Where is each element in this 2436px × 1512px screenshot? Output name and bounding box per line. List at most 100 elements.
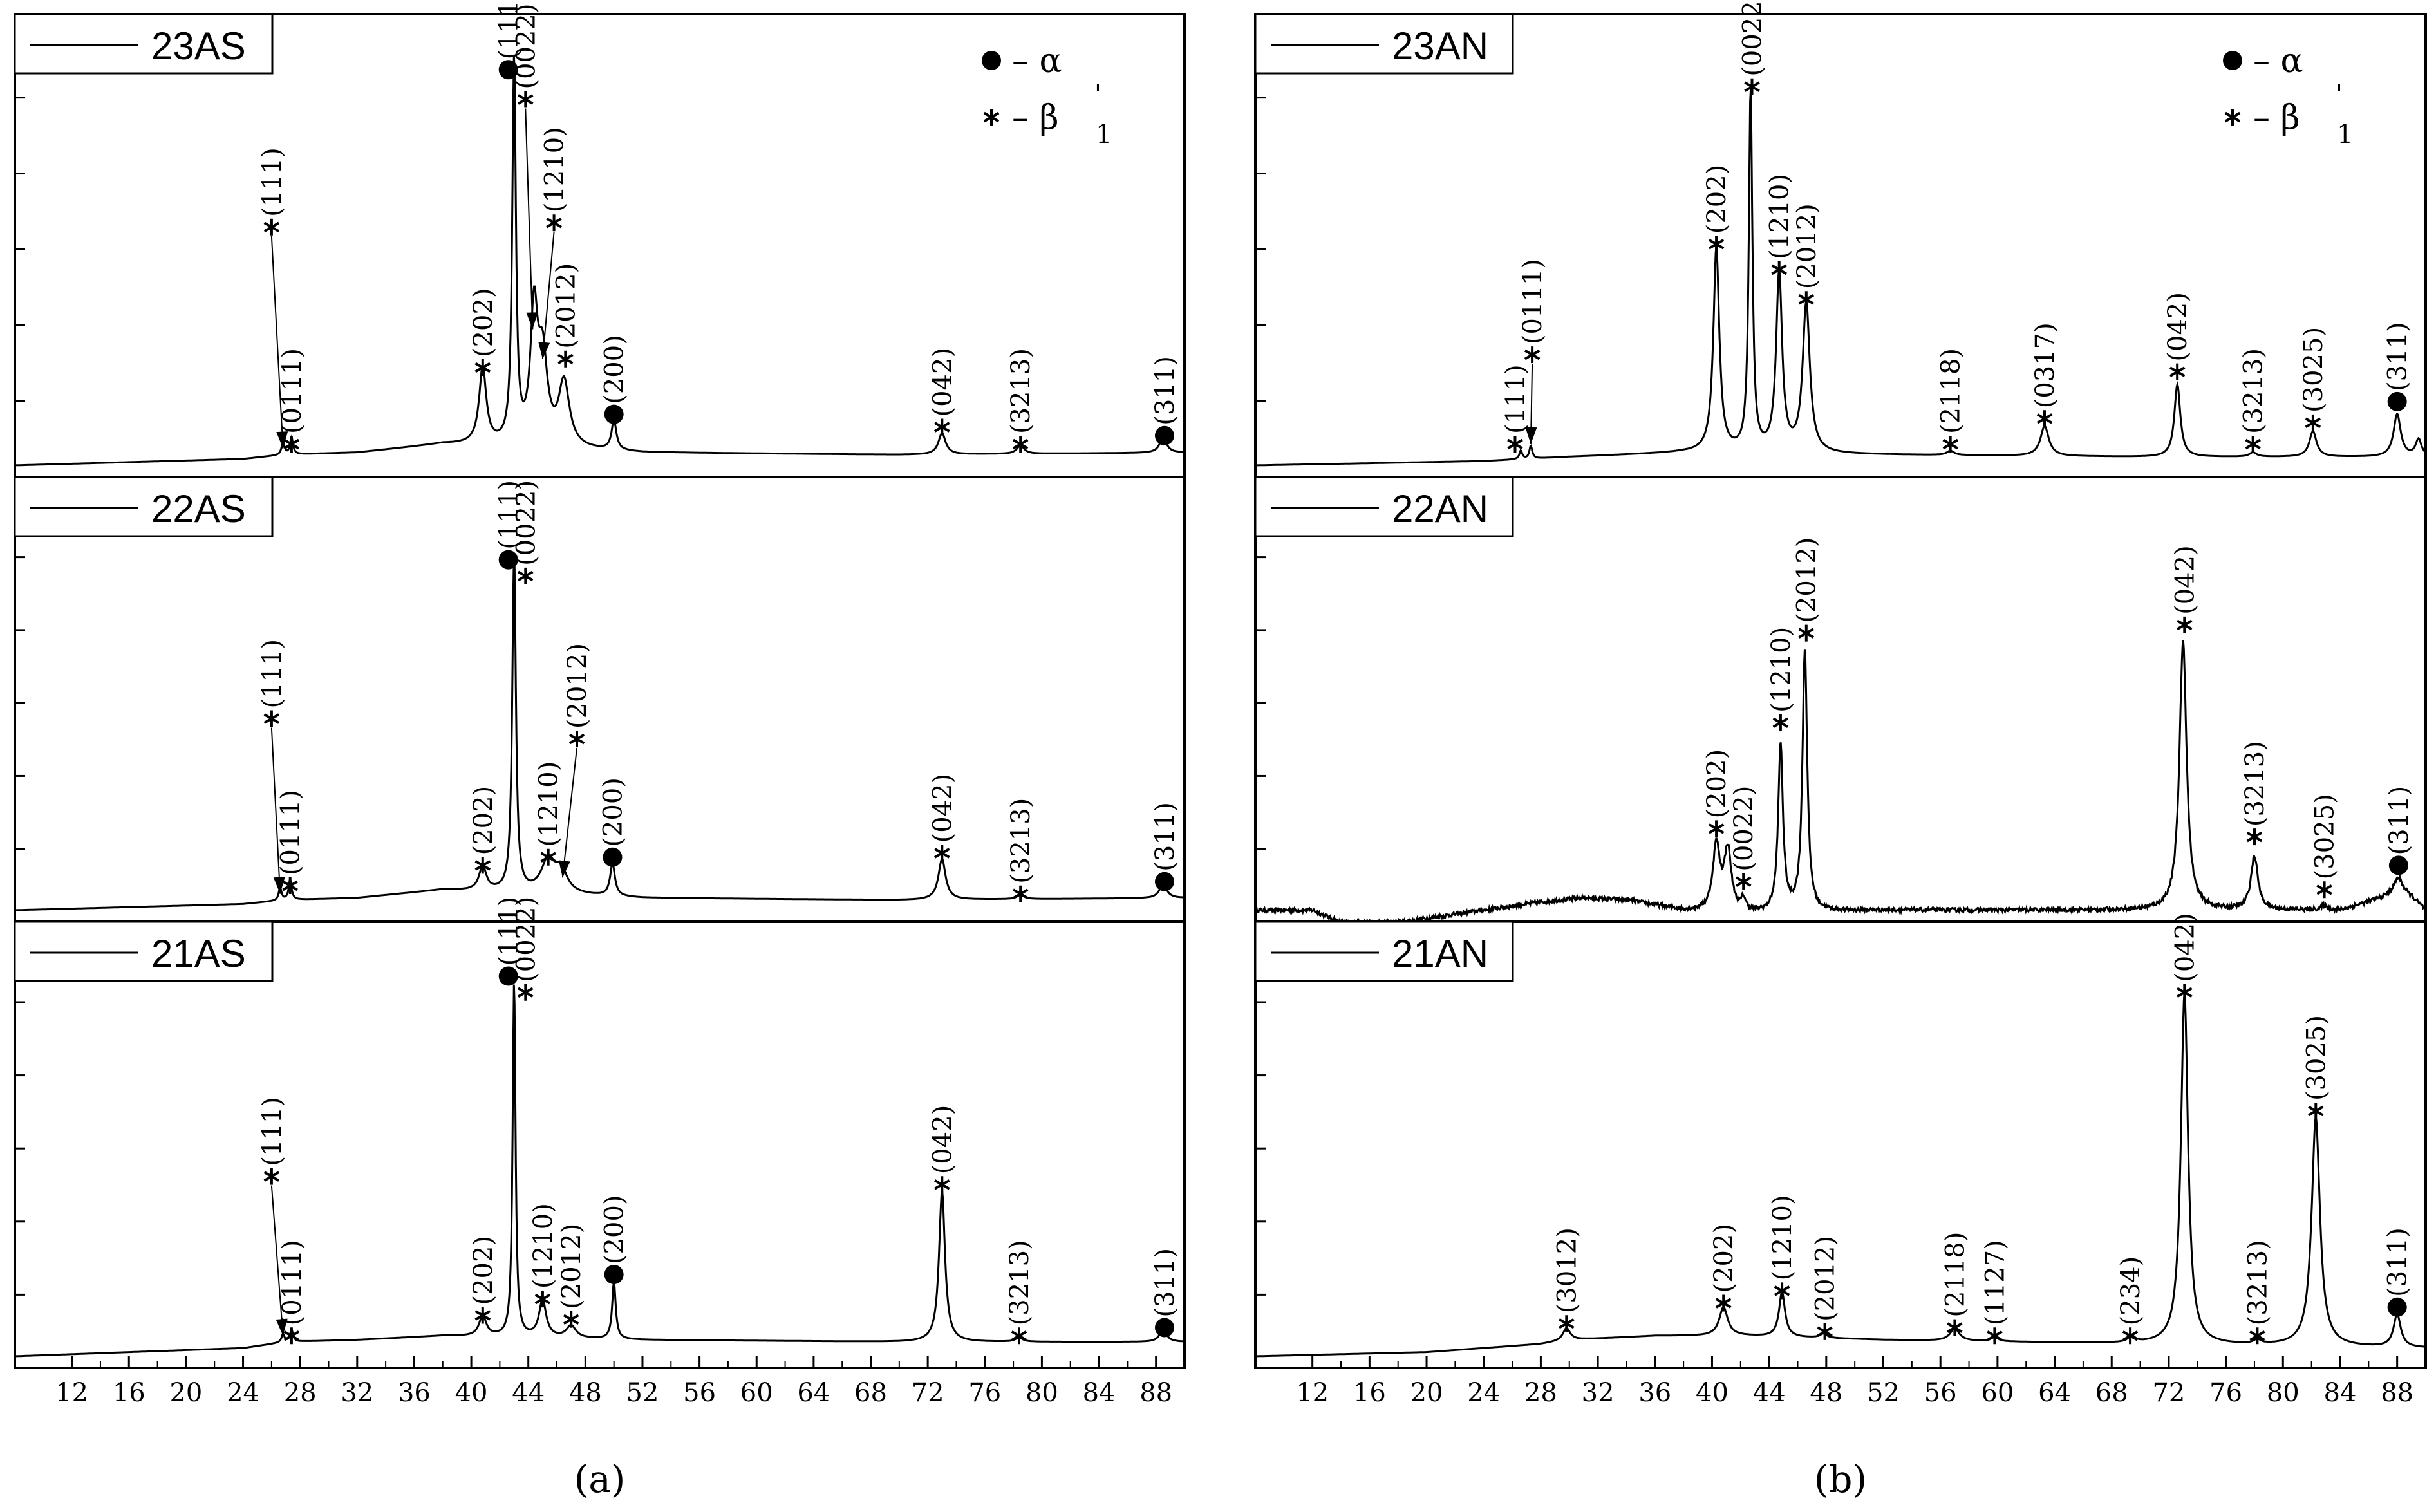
figure-b-panel-23an-peak-label-3: (0022)	[1738, 0, 1768, 77]
figure-a-panel-21as-peak-label-0-arrow	[270, 1185, 284, 1336]
figure-a-panel-23as-peak-label-5: (1210)	[540, 127, 570, 212]
figure-a-x-tick-label: 32	[341, 1378, 373, 1408]
figure-a-panel-21as-peak-label-0: (111)	[258, 1097, 287, 1166]
figure-a-panel-23as-peak-label-10-dot	[1154, 425, 1174, 445]
figure-a-panel-23as-peak-label-0-arrow-head	[276, 431, 288, 449]
figure-a-x-tick-label: 16	[113, 1378, 145, 1408]
figure-b-panel-21an-peak-label-4: (2118)	[1940, 1232, 1970, 1318]
figure-b-x-tick-label: 44	[1753, 1378, 1786, 1408]
figure-b-x-tick-label: 16	[1353, 1378, 1386, 1408]
figure-b-panel-23an-peak-label-5-star	[1798, 291, 1815, 308]
figure-a-panel-21as-peak-label-2: (202)	[469, 1236, 498, 1305]
figure-a-x-tick-label: 72	[912, 1378, 944, 1408]
figure-a-panel-23as-spectrum-line	[15, 55, 1185, 467]
figure-b-key-alpha-label: – α	[2253, 42, 2303, 80]
figure-b-panel-21an-peak-label-7-star	[2177, 984, 2193, 1001]
figure-b-panel-21an-peak-label-8: (3213)	[2243, 1240, 2272, 1325]
figure-a-key-alpha-label: – α	[1012, 42, 1062, 80]
figure-a-panel-21as-peak-label-6: (2012)	[557, 1224, 586, 1309]
figure-a-panel-23as-legend-label: 23AS	[151, 24, 246, 68]
figure-b-panel-23an-peak-label-5: (2012)	[1792, 203, 1822, 289]
figure-a-panel-23as-peak-label-4-arrow-head	[526, 312, 538, 330]
figure-a-panel-21as-peak-label-10-dot	[1154, 1318, 1174, 1338]
figure-a-x-tick-label: 40	[455, 1378, 488, 1408]
figure-a-panel-21as-peak-label-0-arrow-head	[276, 1318, 288, 1336]
figure-a-panel-23as-peak-label-4-star	[517, 91, 534, 108]
figure-b-panel-21an-peak-label-10-dot	[2387, 1297, 2407, 1317]
figure-a-panel-21as-legend: 21AS	[14, 920, 274, 982]
figure-b-key-alpha-dot	[2223, 51, 2242, 70]
figure-a-panel-21as-peak-label-10: (311)	[1150, 1248, 1180, 1318]
figure-b-panel-21an-peak-label-5-star	[1987, 1327, 2003, 1345]
figure-a-panel-23as-peak-label-10: (311)	[1150, 356, 1180, 425]
figure-a-panel-21as-peak-label-6-star	[563, 1311, 579, 1328]
figure-a-panel-22as-spectrum-line	[14, 554, 1185, 911]
figure-a-panel-21as-peak-label-9-star	[1011, 1327, 1027, 1345]
figure-b-panel-23an-peak-label-2: (202)	[1702, 165, 1732, 234]
figure-a-panel-23as-peak-label-7-dot	[604, 404, 624, 424]
figure-a-panel-23as-peak-label-6: (2012)	[551, 263, 581, 349]
figure-a-panel-23as-legend: 23AS	[14, 13, 274, 75]
figure-a-panel-21as-peak-label-1-star	[283, 1327, 300, 1345]
figure-b-panel-21an-legend-label: 21AN	[1392, 932, 1488, 975]
figure-a-x-tick-label: 76	[968, 1378, 1001, 1408]
figure-b-panel-21an-peak-label-2: (1210)	[1768, 1195, 1797, 1280]
figure-a-panel-23as-peak-label-8: (042)	[928, 348, 957, 417]
figure-a-x-tick-label: 44	[512, 1378, 545, 1408]
figure-b-panel-22an-peak-label-0-star	[1708, 820, 1725, 837]
figure-a-x-tick-label: 64	[797, 1378, 830, 1408]
figure-a-x-tick-label: 68	[854, 1378, 887, 1408]
figure-b-x-tick-label: 60	[1981, 1378, 2014, 1408]
figure-b-panel-21an-peak-label-6: (234)	[2116, 1256, 2146, 1326]
figure-b-panel-22an-peak-label-7: (311)	[2384, 786, 2414, 855]
figure-b-panel-22an-peak-label-3-star	[1798, 624, 1815, 642]
figure-a-panel-23as-peak-label-8-star	[934, 418, 950, 436]
figure-b-x-tick-label: 72	[2152, 1378, 2185, 1408]
figure-a-panel-21as-peak-label-5-star	[534, 1291, 551, 1308]
figure-a-panel-23as-peak-label-2: (202)	[469, 288, 498, 357]
figure-a-panel-23as-peak-label-3-dot	[498, 60, 518, 80]
figure-b-panel-22an-peak-label-6: (3025)	[2310, 794, 2340, 879]
figure-a-panel-22as-peak-label-4-star	[517, 567, 534, 584]
figure-b-panel-22an-peak-label-7-dot	[2388, 855, 2408, 875]
figure-a-x-tick-label: 36	[398, 1378, 431, 1408]
figure-a-x-tick-label: 12	[55, 1378, 88, 1408]
figure-a-panel-23as-peak-label-3: (111)	[494, 0, 524, 59]
figure-a-panel-22as-peak-label-0: (111)	[258, 639, 287, 709]
figure-b-panel-21an-peak-label-3: (2012)	[1811, 1236, 1841, 1321]
figure-b-panel-21an-peak-label-0-star	[1559, 1315, 1575, 1332]
figure-a-panel-22as-peak-label-4: (0022)	[511, 480, 541, 566]
figure-b-panel-23an-peak-label-1-star	[1524, 346, 1541, 364]
figure-b-panel-21an-peak-label-8-star	[2249, 1327, 2265, 1345]
figure-b-panel-21an-peak-label-7: (042)	[2170, 913, 2200, 982]
figure-b-panel-23an-spectrum-line	[1255, 88, 2427, 467]
figure-b-panel-22an-peak-label-6-star	[2316, 881, 2332, 899]
figure-b-panel-22an-peak-label-1-star	[1735, 873, 1752, 890]
figure-b-panel-21an-peak-label-1: (202)	[1709, 1224, 1739, 1293]
figure-b-x-tick-label: 56	[1924, 1378, 1957, 1408]
figure-a-panel-21as-peak-label-4-star	[517, 984, 534, 1001]
figure-b-panel-23an-peak-label-9: (3213)	[2239, 348, 2269, 434]
figure-b-panel-21an-peak-label-6-star	[2122, 1327, 2139, 1345]
figure-a-panel-22as-legend: 22AS	[14, 476, 274, 537]
figure-a-panel-23as-peak-label-0: (111)	[258, 147, 287, 217]
figure-b-panel-22an-peak-label-2-star	[1772, 714, 1789, 731]
figure-a-x-tick-label: 20	[169, 1378, 202, 1408]
figure-b-panel-23an-peak-label-11-dot	[2387, 391, 2407, 411]
figure-a-key-beta-sub: 1	[1096, 120, 1112, 149]
figure-b-x-tick-label: 12	[1296, 1378, 1329, 1408]
figure-a-panel-22as-peak-label-0-arrow-head	[273, 877, 285, 894]
figure-a-panel-21as-peak-label-7-dot	[604, 1265, 624, 1284]
figure-b-panel-23an-legend-box	[1254, 13, 1514, 75]
figure-b-x-tick-label: 40	[1696, 1378, 1729, 1408]
figure-b-panel-23an-peak-label-6-star	[1942, 436, 1959, 453]
figure-a-panel-22as-peak-label-10-dot	[1154, 872, 1174, 891]
figure-a-panel-21as-frame	[14, 920, 1186, 1369]
figure-a-x-tick-label: 52	[626, 1378, 659, 1408]
figure-a-panel-22as-peak-label-7: (200)	[598, 778, 628, 847]
figure-b-panel-23an-peak-label-0-star	[1507, 436, 1523, 453]
figure-b-panel-21an-peak-label-9-star	[2307, 1103, 2324, 1119]
figure-a-panel-21as-peak-label-8: (042)	[928, 1105, 957, 1175]
